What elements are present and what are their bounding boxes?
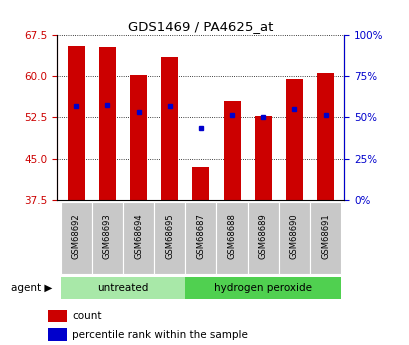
FancyBboxPatch shape [247,201,278,275]
Bar [99,47,116,200]
Text: agent ▶: agent ▶ [11,283,53,293]
FancyBboxPatch shape [123,201,154,275]
Text: untreated: untreated [97,283,148,293]
FancyBboxPatch shape [185,201,216,275]
Text: GSM68693: GSM68693 [103,214,112,259]
Text: GSM68690: GSM68690 [289,214,298,259]
Text: GSM68688: GSM68688 [227,214,236,259]
Bar [161,57,178,200]
Text: GSM68689: GSM68689 [258,214,267,259]
Bar [316,73,333,200]
FancyBboxPatch shape [185,277,340,299]
Bar [48,328,67,341]
Bar [254,116,271,200]
FancyBboxPatch shape [216,201,247,275]
Bar [285,79,302,200]
Bar [130,75,147,200]
FancyBboxPatch shape [278,201,309,275]
Text: GSM68691: GSM68691 [320,214,329,259]
Bar [192,167,209,200]
Text: GSM68694: GSM68694 [134,214,143,259]
Bar [67,46,85,200]
Text: GSM68687: GSM68687 [196,214,205,259]
Text: count: count [72,311,101,321]
Text: percentile rank within the sample: percentile rank within the sample [72,330,247,339]
FancyBboxPatch shape [61,201,92,275]
FancyBboxPatch shape [154,201,185,275]
Text: GSM68692: GSM68692 [72,214,81,259]
FancyBboxPatch shape [309,201,340,275]
Title: GDS1469 / PA4625_at: GDS1469 / PA4625_at [128,20,273,33]
Text: hydrogen peroxide: hydrogen peroxide [214,283,312,293]
Text: GSM68695: GSM68695 [165,214,174,259]
FancyBboxPatch shape [61,277,185,299]
Bar [48,310,67,322]
FancyBboxPatch shape [92,201,123,275]
Bar [223,101,240,200]
